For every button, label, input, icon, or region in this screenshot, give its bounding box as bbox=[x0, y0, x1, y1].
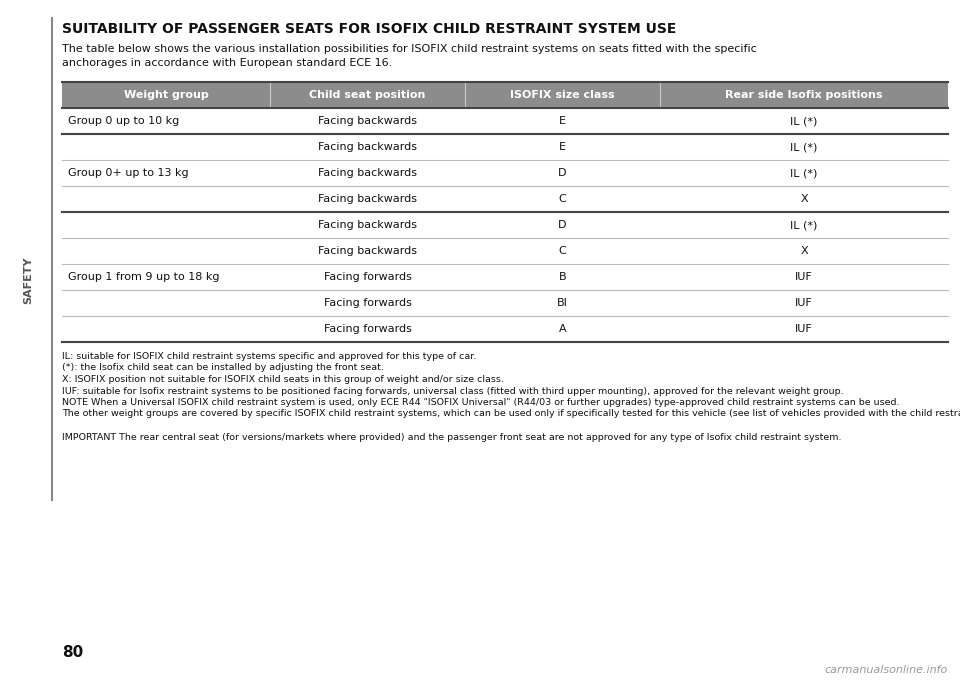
Text: Weight group: Weight group bbox=[124, 90, 208, 100]
Text: IUF: suitable for Isofix restraint systems to be positioned facing forwards, uni: IUF: suitable for Isofix restraint syste… bbox=[62, 386, 844, 396]
Text: (*): the Isofix child seat can be installed by adjusting the front seat.: (*): the Isofix child seat can be instal… bbox=[62, 364, 384, 372]
Text: IUF: IUF bbox=[795, 324, 813, 334]
Text: Facing forwards: Facing forwards bbox=[324, 324, 412, 334]
Text: carmanualsonline.info: carmanualsonline.info bbox=[825, 665, 948, 675]
Text: E: E bbox=[559, 116, 566, 126]
Text: IUF: IUF bbox=[795, 272, 813, 282]
Text: Group 1 from 9 up to 18 kg: Group 1 from 9 up to 18 kg bbox=[68, 272, 220, 282]
Text: X: X bbox=[801, 194, 807, 204]
Text: C: C bbox=[559, 194, 566, 204]
Text: B: B bbox=[559, 272, 566, 282]
Text: X: ISOFIX position not suitable for ISOFIX child seats in this group of weight a: X: ISOFIX position not suitable for ISOF… bbox=[62, 375, 504, 384]
Bar bbox=[62, 82, 948, 108]
Text: 80: 80 bbox=[62, 645, 84, 660]
Text: The other weight groups are covered by specific ISOFIX child restraint systems, : The other weight groups are covered by s… bbox=[62, 410, 960, 418]
Text: anchorages in accordance with European standard ECE 16.: anchorages in accordance with European s… bbox=[62, 58, 393, 68]
Text: Facing forwards: Facing forwards bbox=[324, 272, 412, 282]
Text: Rear side Isofix positions: Rear side Isofix positions bbox=[725, 90, 883, 100]
Text: IL (*): IL (*) bbox=[790, 168, 818, 178]
Text: C: C bbox=[559, 246, 566, 256]
Text: BI: BI bbox=[557, 298, 568, 308]
Text: IUF: IUF bbox=[795, 298, 813, 308]
Text: Facing forwards: Facing forwards bbox=[324, 298, 412, 308]
Text: A: A bbox=[559, 324, 566, 334]
Text: Facing backwards: Facing backwards bbox=[318, 246, 418, 256]
Text: D: D bbox=[559, 168, 566, 178]
Text: IL (*): IL (*) bbox=[790, 220, 818, 230]
Text: Group 0+ up to 13 kg: Group 0+ up to 13 kg bbox=[68, 168, 188, 178]
Text: Group 0 up to 10 kg: Group 0 up to 10 kg bbox=[68, 116, 180, 126]
Text: IL (*): IL (*) bbox=[790, 116, 818, 126]
Text: Facing backwards: Facing backwards bbox=[318, 194, 418, 204]
Text: IL (*): IL (*) bbox=[790, 142, 818, 152]
Text: Facing backwards: Facing backwards bbox=[318, 142, 418, 152]
Text: IL: suitable for ISOFIX child restraint systems specific and approved for this t: IL: suitable for ISOFIX child restraint … bbox=[62, 352, 476, 361]
Text: SUITABILITY OF PASSENGER SEATS FOR ISOFIX CHILD RESTRAINT SYSTEM USE: SUITABILITY OF PASSENGER SEATS FOR ISOFI… bbox=[62, 22, 677, 36]
Text: NOTE When a Universal ISOFIX child restraint system is used, only ECE R44 "ISOFI: NOTE When a Universal ISOFIX child restr… bbox=[62, 398, 900, 407]
Text: Facing backwards: Facing backwards bbox=[318, 168, 418, 178]
Text: X: X bbox=[801, 246, 807, 256]
Text: E: E bbox=[559, 142, 566, 152]
Text: ISOFIX size class: ISOFIX size class bbox=[511, 90, 615, 100]
Text: SAFETY: SAFETY bbox=[23, 257, 33, 304]
Text: D: D bbox=[559, 220, 566, 230]
Text: The table below shows the various installation possibilities for ISOFIX child re: The table below shows the various instal… bbox=[62, 44, 756, 54]
Text: Facing backwards: Facing backwards bbox=[318, 116, 418, 126]
Text: Facing backwards: Facing backwards bbox=[318, 220, 418, 230]
Text: Child seat position: Child seat position bbox=[309, 90, 426, 100]
Text: IMPORTANT The rear central seat (for versions/markets where provided) and the pa: IMPORTANT The rear central seat (for ver… bbox=[62, 432, 842, 442]
